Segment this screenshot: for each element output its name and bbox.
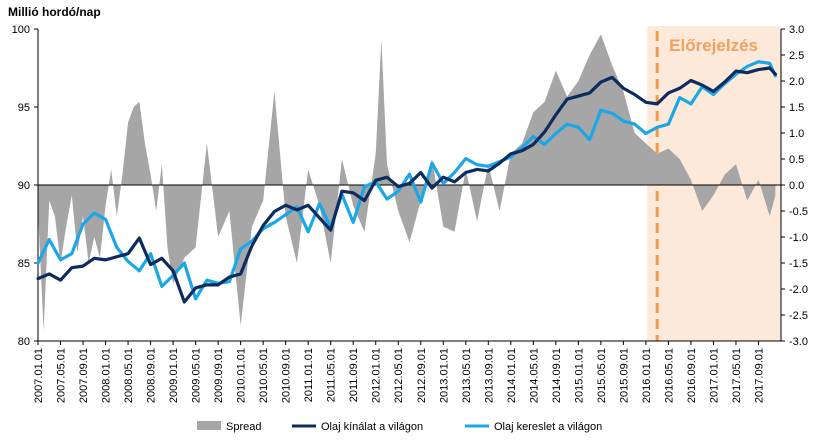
x-tick-label: 2009.05.01 xyxy=(191,348,203,403)
x-tick-label: 2013.05.01 xyxy=(461,348,473,403)
legend: Spread Olaj kínálat a világon Olaj keresle… xyxy=(197,421,602,433)
x-tick-label: 2015.05.01 xyxy=(596,348,608,403)
x-tick-label: 2017.05.01 xyxy=(731,348,743,403)
x-tick-label: 2014.09.01 xyxy=(551,348,563,403)
x-tick-label: 2013.01.01 xyxy=(438,348,450,403)
x-tick-label: 2012.01.01 xyxy=(371,348,383,403)
y-left-tick-label: 95 xyxy=(18,102,30,114)
y-left-tick-label: 90 xyxy=(18,180,30,192)
x-tick-label: 2007.05.01 xyxy=(56,348,68,403)
spread-area xyxy=(38,34,776,331)
y-right-tick-label: -0.5 xyxy=(789,206,808,218)
x-tick-label: 2007.01.01 xyxy=(33,348,45,403)
x-tick-label: 2016.01.01 xyxy=(641,348,653,403)
legend-label-demand: Olaj kereslet a világon xyxy=(494,421,602,433)
y-right-tick-label: 1.5 xyxy=(789,102,804,114)
y-left-tick-label: 85 xyxy=(18,258,30,270)
x-tick-label: 2015.09.01 xyxy=(618,348,630,403)
x-tick-label: 2009.09.01 xyxy=(213,348,225,403)
y-right-tick-label: 2.0 xyxy=(789,76,804,88)
x-tick-label: 2009.01.01 xyxy=(168,348,180,403)
y-right-tick-label: 0.5 xyxy=(789,154,804,166)
y-left-tick-label: 100 xyxy=(12,24,30,36)
x-tick-label: 2008.09.01 xyxy=(146,348,158,403)
supply-line xyxy=(36,66,777,304)
lines-layer xyxy=(36,60,777,304)
x-tick-label: 2014.05.01 xyxy=(528,348,540,403)
y-right-tick-label: -2.5 xyxy=(789,310,808,322)
x-tick-label: 2011.05.01 xyxy=(326,348,338,402)
y-right-tick-label: 2.5 xyxy=(789,50,804,62)
y-left-tick-label: 80 xyxy=(18,336,30,348)
demand-line xyxy=(36,60,777,301)
x-tick-label: 2017.09.01 xyxy=(753,348,765,403)
legend-label-spread: Spread xyxy=(226,421,261,433)
x-tick-label: 2011.09.01 xyxy=(348,348,360,402)
y-right-tick-label: 0.0 xyxy=(789,180,804,192)
y-right-tick-label: -1.0 xyxy=(789,232,808,244)
legend-swatch-spread xyxy=(197,421,221,430)
legend-label-supply: Olaj kínálat a világon xyxy=(321,421,423,433)
y-right-tick-label: 1.0 xyxy=(789,128,804,140)
y-right-tick-label: -1.5 xyxy=(789,258,808,270)
y-right-tick-label: -3.0 xyxy=(789,336,808,348)
x-tick-label: 2012.09.01 xyxy=(416,348,428,403)
x-tick-label: 2012.05.01 xyxy=(393,348,405,403)
x-tick-label: 2011.01.01 xyxy=(303,348,315,402)
x-tick-label: 2016.05.01 xyxy=(663,348,675,403)
x-tick-label: 2008.05.01 xyxy=(123,348,135,403)
forecast-label: Előrejelzés xyxy=(669,36,758,55)
x-tick-label: 2017.01.01 xyxy=(708,348,720,403)
x-tick-label: 2015.01.01 xyxy=(573,348,585,403)
x-tick-label: 2010.01.01 xyxy=(236,348,248,403)
y-axis-title: Millió hordó/nap xyxy=(8,5,101,19)
x-tick-label: 2013.09.01 xyxy=(483,348,495,403)
x-tick-label: 2010.09.01 xyxy=(281,348,293,403)
x-tick-label: 2014.01.01 xyxy=(506,348,518,403)
x-tick-label: 2010.05.01 xyxy=(258,348,270,403)
x-tick-label: 2007.09.01 xyxy=(78,348,90,403)
x-tick-label: 2008.01.01 xyxy=(101,348,113,403)
y-right-tick-label: 3.0 xyxy=(789,24,804,36)
spread-area-layer xyxy=(38,34,776,331)
x-tick-label: 2016.09.01 xyxy=(686,348,698,403)
y-right-tick-label: -2.0 xyxy=(789,284,808,296)
axes-layer: 80 85 90 95 100 -3.0 -2.5 -2.0 -1.5 -1.0 -0.5 0.0 0.… xyxy=(12,24,808,403)
